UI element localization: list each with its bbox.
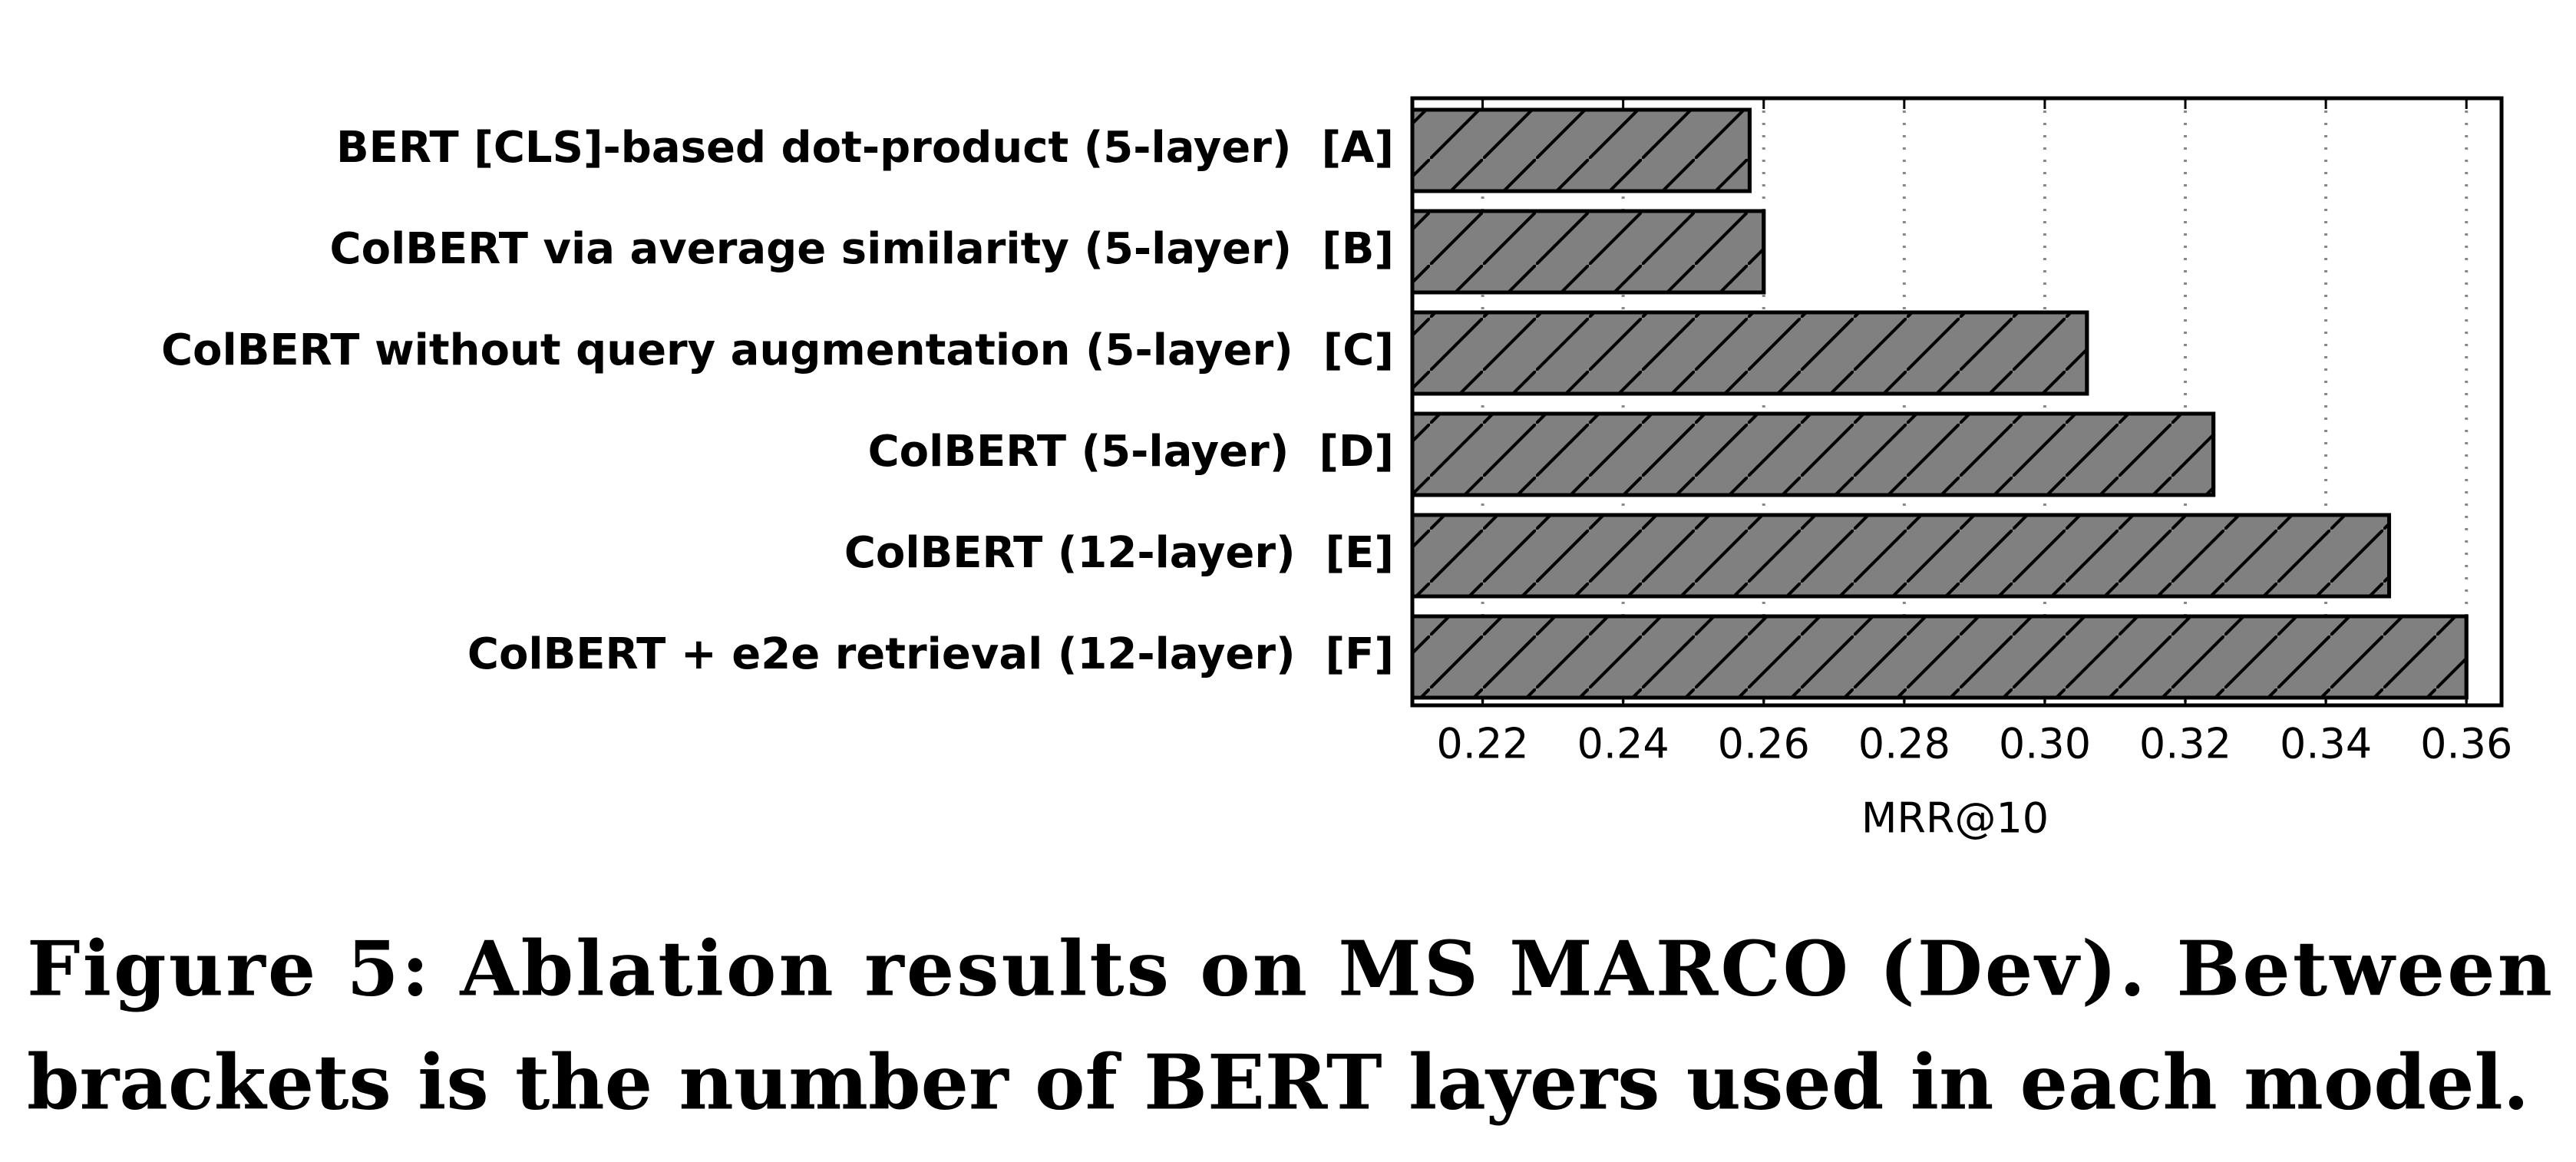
- x-tick-label: 0.32: [2139, 720, 2231, 768]
- plot-frame: [1410, 96, 2504, 708]
- y-tick-label: ColBERT without query augmentation (5-la…: [161, 325, 1394, 375]
- y-tick-label: BERT [CLS]-based dot-product (5-layer) […: [336, 123, 1394, 173]
- y-tick-label: ColBERT via average similarity (5-layer)…: [330, 224, 1395, 274]
- y-tick-label: ColBERT + e2e retrieval (12-layer) [F]: [467, 629, 1394, 679]
- x-tick-label: 0.24: [1577, 720, 1669, 768]
- x-tick-label: 0.36: [2420, 720, 2512, 768]
- caption-line: Figure 5: Ablation results on MS MARCO (…: [27, 925, 2552, 1013]
- y-tick-label: ColBERT (5-layer) [D]: [868, 427, 1394, 477]
- x-tick-label: 0.34: [2280, 720, 2372, 768]
- bar-hatch: [1410, 411, 2216, 497]
- bar-hatch: [1410, 513, 2392, 599]
- x-tick-label: 0.22: [1436, 720, 1528, 768]
- x-tick-label: 0.28: [1858, 720, 1950, 768]
- bar-hatch: [1410, 209, 1766, 295]
- bar-hatch: [1410, 310, 2089, 396]
- bar-hatch: [1410, 107, 1752, 193]
- x-tick-label: 0.30: [1999, 720, 2091, 768]
- x-tick-label: 0.26: [1718, 720, 1810, 768]
- bar-hatch: [1410, 614, 2469, 700]
- x-axis-label: MRR@10: [1861, 794, 2049, 843]
- y-tick-label: ColBERT (12-layer) [E]: [844, 528, 1394, 578]
- caption-line: brackets is the number of BERT layers us…: [27, 1038, 2529, 1127]
